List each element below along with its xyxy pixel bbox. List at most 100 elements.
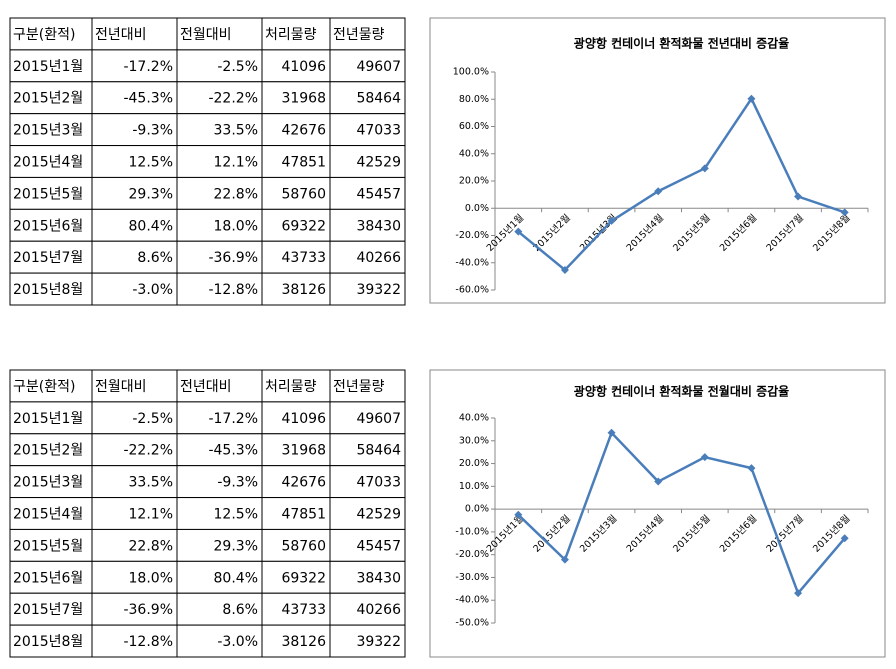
cell-text: -3.0% — [217, 634, 258, 650]
cell-text: 47033 — [356, 475, 401, 491]
table-cell — [261, 81, 331, 115]
table-cell — [176, 624, 263, 658]
line-series — [517, 96, 846, 272]
header-cell-text: 전월대비 — [95, 379, 147, 395]
cell-text: 40266 — [356, 250, 401, 266]
table-cell — [176, 145, 263, 178]
cell-text: 58464 — [356, 443, 401, 459]
cell-text: 41096 — [281, 59, 326, 75]
cell-text: 58760 — [281, 538, 326, 554]
cell-text: 2015년6월 — [13, 218, 83, 234]
table-cell — [261, 401, 331, 435]
cell-text: -9.3% — [132, 123, 173, 139]
header-cell-text: 전년대비 — [180, 379, 232, 395]
table-cell — [176, 17, 263, 51]
cell-text: 47851 — [281, 507, 326, 523]
chart-area — [429, 369, 886, 658]
table-cell — [9, 592, 93, 626]
data-point — [747, 464, 756, 473]
cell-text: -12.8% — [123, 634, 173, 650]
table-cell — [261, 624, 331, 658]
cell-text: 45457 — [356, 538, 401, 554]
cell-text: -36.9% — [208, 250, 258, 266]
table-cell — [91, 624, 178, 658]
cell-text: 58760 — [281, 186, 326, 202]
header-cell-text: 전년물량 — [333, 27, 385, 43]
y-tick-label: 40.0% — [459, 148, 489, 159]
data-point — [514, 510, 523, 519]
cell-text: 39322 — [356, 282, 401, 298]
table-cell — [329, 560, 406, 594]
y-tick-label: -60.0% — [455, 285, 489, 296]
table-cell — [176, 49, 263, 83]
data-point — [514, 227, 523, 236]
cell-text: 33.5% — [214, 123, 258, 139]
table-cell — [9, 465, 93, 499]
y-tick-label: 20.0% — [459, 458, 489, 469]
table-cell — [9, 624, 93, 658]
cell-text: 38430 — [356, 218, 401, 234]
cell-text: 12.1% — [214, 155, 258, 171]
data-point — [794, 589, 803, 598]
cell-text: -45.3% — [208, 443, 258, 459]
table-cell — [91, 81, 178, 115]
cell-text: 38126 — [281, 634, 326, 650]
table-cell — [261, 369, 331, 403]
table-cell — [329, 497, 406, 530]
chart-area — [429, 17, 886, 304]
y-tick-label: -20.0% — [455, 549, 489, 560]
table-cell — [9, 560, 93, 594]
table-cell — [9, 497, 93, 530]
cell-text: 42529 — [356, 507, 401, 523]
table-cell — [329, 592, 406, 626]
table-cell — [261, 113, 331, 147]
y-tick-label: -20.0% — [455, 230, 489, 241]
cell-text: 41096 — [281, 411, 326, 427]
cell-text: 49607 — [356, 411, 401, 427]
cell-text: -17.2% — [123, 59, 173, 75]
y-tick-label: 20.0% — [459, 176, 489, 187]
cell-text: 22.8% — [129, 538, 173, 554]
cell-text: 22.8% — [214, 186, 258, 202]
data-point — [654, 477, 663, 486]
cell-text: 2015년1월 — [13, 59, 83, 75]
cell-text: 2015년8월 — [13, 634, 83, 650]
cell-text: 8.6% — [137, 250, 173, 266]
table-cell — [329, 113, 406, 147]
cell-text: 2015년6월 — [13, 570, 83, 586]
cell-text: 12.5% — [129, 155, 173, 171]
cell-text: 69322 — [281, 570, 326, 586]
cell-text: 45457 — [356, 186, 401, 202]
table-cell — [9, 433, 93, 467]
table-cell — [9, 208, 93, 242]
table-cell — [9, 145, 93, 178]
data-point — [840, 534, 849, 543]
y-tick-label: 10.0% — [459, 481, 489, 492]
cell-text: -12.8% — [208, 282, 258, 298]
table-cell — [261, 592, 331, 626]
table-cell — [176, 369, 263, 403]
cell-text: 12.1% — [129, 507, 173, 523]
table-cell — [176, 113, 263, 147]
data-point — [747, 94, 756, 103]
cell-text: 80.4% — [129, 218, 173, 234]
cell-text: 31968 — [281, 443, 326, 459]
y-tick-label: 0.0% — [465, 203, 489, 214]
table-cell — [9, 401, 93, 435]
data-point — [560, 265, 569, 274]
y-tick-label: 0.0% — [465, 504, 489, 515]
cell-text: -45.3% — [123, 91, 173, 107]
table-cell — [329, 624, 406, 658]
cell-text: 43733 — [281, 250, 326, 266]
y-tick-label: 60.0% — [459, 121, 489, 132]
table-cell — [176, 401, 263, 435]
cell-text: -3.0% — [132, 282, 173, 298]
table-cell — [329, 369, 406, 403]
cell-text: 2015년2월 — [13, 443, 83, 459]
table-cell — [91, 240, 178, 274]
cell-text: 18.0% — [214, 218, 258, 234]
cell-text: 2015년3월 — [13, 123, 83, 139]
table-cell — [91, 560, 178, 594]
data-point — [607, 216, 616, 225]
